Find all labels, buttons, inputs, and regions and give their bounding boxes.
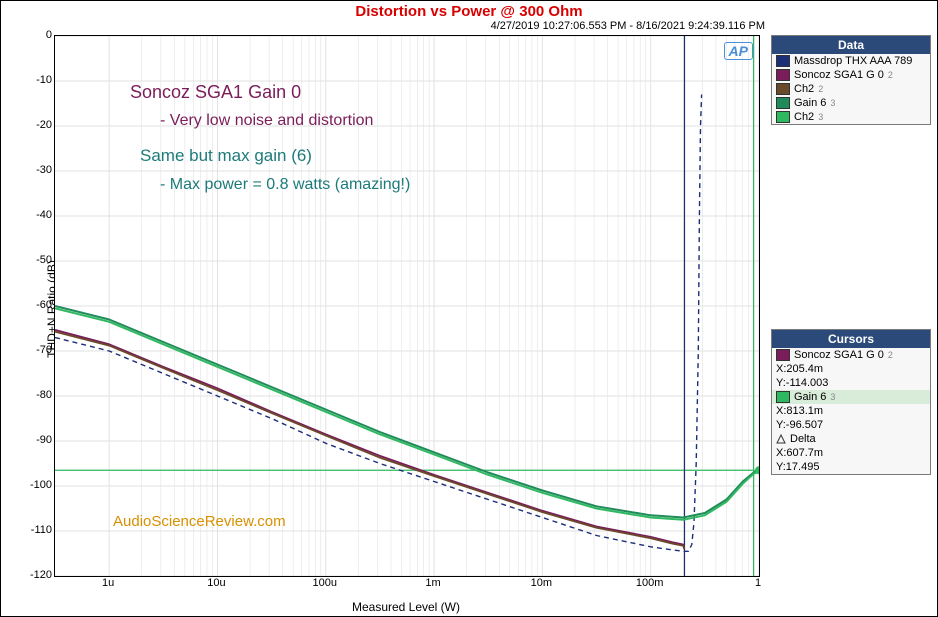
y-tick-label: -120 [28,569,52,581]
y-tick-label: -40 [28,209,52,221]
cursor-row[interactable]: Soncoz SGA1 G 0 2 [772,348,930,362]
legend-label: Gain 6 [794,97,826,109]
cursor-suffix: 2 [888,350,893,360]
chart-title: Distortion vs Power @ 300 Ohm [1,3,937,20]
chart-annotation: Soncoz SGA1 Gain 0 [130,82,301,103]
cursor-swatch-icon [776,391,790,403]
legend-item[interactable]: Massdrop THX AAA 789 [772,54,930,68]
legend-panel: Data Massdrop THX AAA 789Soncoz SGA1 G 0… [771,35,931,125]
legend-suffix: 3 [818,112,823,122]
watermark-text: AudioScienceReview.com [113,513,286,530]
cursors-panel: Cursors Soncoz SGA1 G 0 2X:205.4mY:-114.… [771,329,931,475]
y-tick-label: -60 [28,299,52,311]
cursor-value: Y:-114.003 [776,377,828,389]
legend-item[interactable]: Gain 6 3 [772,96,930,110]
cursor-row: X:813.1m [772,404,930,418]
cursor-row[interactable]: Gain 6 3 [772,390,930,404]
delta-icon [776,434,786,444]
cursor-value: Y:17.495 [776,461,819,473]
x-tick-label: 1m [425,577,440,589]
plot-area[interactable]: AP Soncoz SGA1 Gain 0 - Very low noise an… [54,35,760,577]
legend-swatch-icon [776,69,790,81]
legend-swatch-icon [776,111,790,123]
legend-suffix: 2 [888,70,893,80]
chart-annotation: - Max power = 0.8 watts (amazing!) [160,176,410,194]
y-tick-label: -70 [28,344,52,356]
y-tick-label: 0 [28,29,52,41]
y-tick-label: -20 [28,119,52,131]
ap-logo-icon: AP [724,42,753,60]
cursor-value: X:205.4m [776,363,823,375]
legend-swatch-icon [776,55,790,67]
cursor-label: Soncoz SGA1 G 0 [794,349,884,361]
legend-swatch-icon [776,83,790,95]
x-tick-label: 100u [313,577,337,589]
legend-suffix: 3 [830,98,835,108]
legend-item[interactable]: Ch2 2 [772,82,930,96]
cursor-row: Y:-114.003 [772,376,930,390]
chart-timestamp: 4/27/2019 10:27:06.553 PM - 8/16/2021 9:… [491,20,765,32]
chart-annotation: Same but max gain (6) [140,146,312,166]
cursor-row: Y:-96.507 [772,418,930,432]
x-tick-label: 10u [207,577,225,589]
legend-item[interactable]: Ch2 3 [772,110,930,124]
y-tick-label: -30 [28,164,52,176]
legend-label: Massdrop THX AAA 789 [794,55,912,67]
y-tick-label: -110 [28,524,52,536]
legend-label: Soncoz SGA1 G 0 [794,69,884,81]
cursor-label: Gain 6 [794,391,826,403]
x-tick-label: 1 [755,577,761,589]
x-tick-label: 100m [636,577,664,589]
cursor-row: X:205.4m [772,362,930,376]
cursor-value: X:813.1m [776,405,823,417]
y-tick-label: -50 [28,254,52,266]
legend-label: Ch2 [794,83,814,95]
legend-swatch-icon [776,97,790,109]
cursor-suffix: 3 [830,392,835,402]
y-tick-label: -10 [28,74,52,86]
cursor-swatch-icon [776,349,790,361]
cursor-value: Y:-96.507 [776,419,823,431]
chart-annotation: - Very low noise and distortion [160,112,373,130]
cursor-label: Delta [790,433,816,445]
y-tick-label: -80 [28,389,52,401]
x-tick-label: 1u [102,577,114,589]
cursors-title: Cursors [772,330,930,348]
legend-suffix: 2 [818,84,823,94]
x-axis-label: Measured Level (W) [54,600,758,614]
x-tick-label: 10m [531,577,552,589]
y-tick-label: -90 [28,434,52,446]
cursor-value: X:607.7m [776,447,823,459]
cursor-row[interactable]: Delta [772,432,930,446]
legend-title: Data [772,36,930,54]
y-tick-label: -100 [28,479,52,491]
legend-item[interactable]: Soncoz SGA1 G 0 2 [772,68,930,82]
cursor-row: Y:17.495 [772,460,930,474]
cursor-row: X:607.7m [772,446,930,460]
legend-label: Ch2 [794,111,814,123]
chart-container: Distortion vs Power @ 300 Ohm 4/27/2019 … [0,0,938,617]
